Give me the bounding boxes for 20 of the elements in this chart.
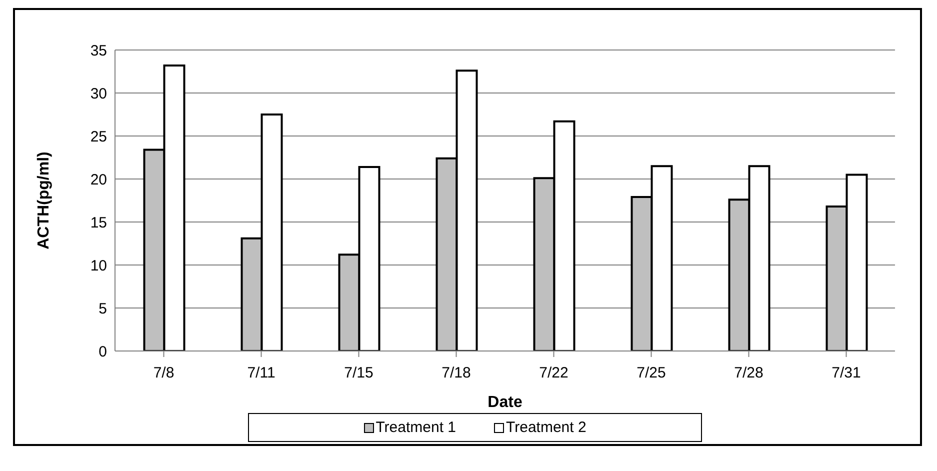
x-tick-label: 7/22 (539, 364, 568, 382)
x-tick-label: 7/11 (247, 364, 276, 382)
y-tick-label: 5 (98, 300, 107, 318)
legend-label: Treatment 2 (505, 419, 586, 436)
legend-label: Treatment 1 (374, 419, 456, 436)
x-tick-label: 7/25 (636, 364, 666, 382)
y-axis-title: ACTH(pg/ml) (36, 152, 53, 250)
y-tick-label: 35 (90, 42, 107, 60)
x-axis-title: Date (488, 394, 522, 411)
y-tick-label: 25 (90, 128, 107, 146)
y-tick-label: 10 (90, 257, 107, 274)
x-tick-label: 7/18 (442, 364, 471, 382)
y-tick-label: 15 (90, 214, 107, 232)
y-tick-label: 0 (98, 343, 107, 360)
x-tick-label: 7/8 (153, 364, 174, 382)
x-tick-label: 7/15 (344, 364, 374, 382)
x-tick-label: 7/31 (832, 364, 861, 382)
y-tick-label: 30 (90, 85, 107, 102)
x-tick-label: 7/28 (734, 364, 764, 382)
y-tick-label: 20 (90, 171, 107, 188)
